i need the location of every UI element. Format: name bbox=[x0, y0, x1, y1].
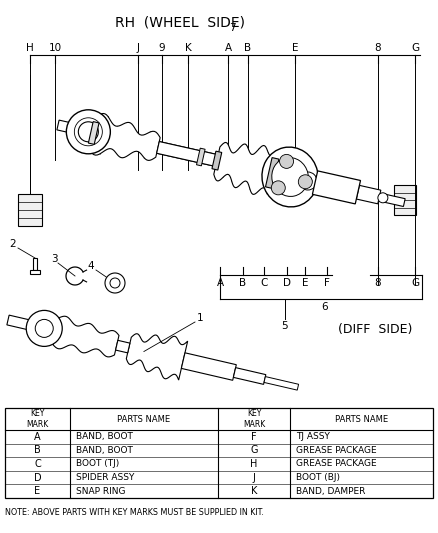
Text: J: J bbox=[253, 473, 255, 482]
Text: K: K bbox=[185, 43, 191, 53]
Text: 5: 5 bbox=[282, 321, 288, 331]
Text: 8: 8 bbox=[374, 43, 381, 53]
Text: KEY
MARK: KEY MARK bbox=[243, 409, 265, 429]
Polygon shape bbox=[18, 194, 42, 226]
Polygon shape bbox=[5, 408, 433, 498]
Text: 2: 2 bbox=[10, 239, 16, 249]
Text: 6: 6 bbox=[321, 302, 328, 312]
Polygon shape bbox=[214, 142, 277, 195]
Circle shape bbox=[304, 177, 312, 185]
Text: SNAP RING: SNAP RING bbox=[76, 487, 126, 496]
Circle shape bbox=[26, 310, 62, 346]
Text: F: F bbox=[324, 278, 330, 288]
Circle shape bbox=[378, 193, 388, 203]
Circle shape bbox=[110, 278, 120, 288]
Text: NOTE: ABOVE PARTS WITH KEY MARKS MUST BE SUPPLIED IN KIT.: NOTE: ABOVE PARTS WITH KEY MARKS MUST BE… bbox=[5, 508, 264, 517]
Polygon shape bbox=[197, 148, 205, 166]
Polygon shape bbox=[384, 195, 405, 206]
Polygon shape bbox=[88, 122, 99, 144]
Text: E: E bbox=[35, 486, 41, 496]
Text: D: D bbox=[34, 473, 41, 482]
Ellipse shape bbox=[272, 158, 308, 197]
Text: B: B bbox=[240, 278, 247, 288]
Polygon shape bbox=[312, 171, 360, 204]
Circle shape bbox=[66, 110, 110, 154]
Text: 1: 1 bbox=[197, 313, 203, 323]
Circle shape bbox=[279, 155, 293, 168]
Polygon shape bbox=[53, 316, 119, 357]
Circle shape bbox=[271, 181, 285, 195]
Polygon shape bbox=[157, 142, 216, 166]
Polygon shape bbox=[33, 258, 37, 270]
Text: PARTS NAME: PARTS NAME bbox=[335, 415, 388, 424]
Polygon shape bbox=[116, 341, 130, 353]
Text: 7: 7 bbox=[229, 23, 235, 33]
Polygon shape bbox=[90, 114, 160, 160]
Text: BOOT (BJ): BOOT (BJ) bbox=[296, 473, 340, 482]
Polygon shape bbox=[181, 353, 237, 380]
Circle shape bbox=[105, 273, 125, 293]
Text: G: G bbox=[411, 43, 419, 53]
Text: A: A bbox=[216, 278, 223, 288]
Text: 4: 4 bbox=[88, 261, 94, 271]
Text: 3: 3 bbox=[51, 254, 57, 264]
Text: GREASE PACKAGE: GREASE PACKAGE bbox=[296, 446, 377, 455]
Text: G: G bbox=[411, 278, 419, 288]
Polygon shape bbox=[212, 151, 222, 170]
Text: BAND, DAMPER: BAND, DAMPER bbox=[296, 487, 365, 496]
Text: BAND, BOOT: BAND, BOOT bbox=[76, 432, 133, 441]
Text: K: K bbox=[251, 486, 257, 496]
Text: B: B bbox=[34, 446, 41, 455]
Text: H: H bbox=[250, 459, 258, 469]
Text: D: D bbox=[283, 278, 291, 288]
Text: (DIFF  SIDE): (DIFF SIDE) bbox=[338, 324, 412, 336]
Ellipse shape bbox=[262, 147, 318, 207]
Polygon shape bbox=[265, 158, 279, 188]
Text: J: J bbox=[137, 43, 139, 53]
Polygon shape bbox=[30, 270, 40, 274]
Text: RH  (WHEEL  SIDE): RH (WHEEL SIDE) bbox=[115, 15, 245, 29]
Text: F: F bbox=[251, 432, 257, 442]
Text: B: B bbox=[244, 43, 251, 53]
Text: TJ ASSY: TJ ASSY bbox=[296, 432, 330, 441]
Text: GREASE PACKAGE: GREASE PACKAGE bbox=[296, 459, 377, 469]
Text: KEY
MARK: KEY MARK bbox=[26, 409, 49, 429]
Text: G: G bbox=[250, 446, 258, 455]
Polygon shape bbox=[7, 315, 39, 332]
Circle shape bbox=[298, 175, 312, 189]
Circle shape bbox=[299, 172, 317, 190]
Text: SPIDER ASSY: SPIDER ASSY bbox=[76, 473, 134, 482]
Polygon shape bbox=[394, 185, 416, 215]
Text: BOOT (TJ): BOOT (TJ) bbox=[76, 459, 119, 469]
Polygon shape bbox=[126, 334, 187, 380]
Polygon shape bbox=[264, 377, 299, 390]
Text: C: C bbox=[34, 459, 41, 469]
Text: 10: 10 bbox=[49, 43, 62, 53]
Text: H: H bbox=[26, 43, 34, 53]
Circle shape bbox=[78, 122, 99, 142]
Circle shape bbox=[74, 118, 102, 146]
Text: BAND, BOOT: BAND, BOOT bbox=[76, 446, 133, 455]
Text: 8: 8 bbox=[374, 278, 381, 288]
Circle shape bbox=[35, 319, 53, 337]
Text: PARTS NAME: PARTS NAME bbox=[117, 415, 170, 424]
Text: C: C bbox=[260, 278, 268, 288]
Text: E: E bbox=[302, 278, 308, 288]
Text: E: E bbox=[292, 43, 298, 53]
Polygon shape bbox=[233, 368, 266, 384]
Text: 9: 9 bbox=[159, 43, 165, 53]
Text: A: A bbox=[34, 432, 41, 442]
Polygon shape bbox=[357, 185, 381, 204]
Text: A: A bbox=[224, 43, 232, 53]
Polygon shape bbox=[57, 120, 86, 136]
